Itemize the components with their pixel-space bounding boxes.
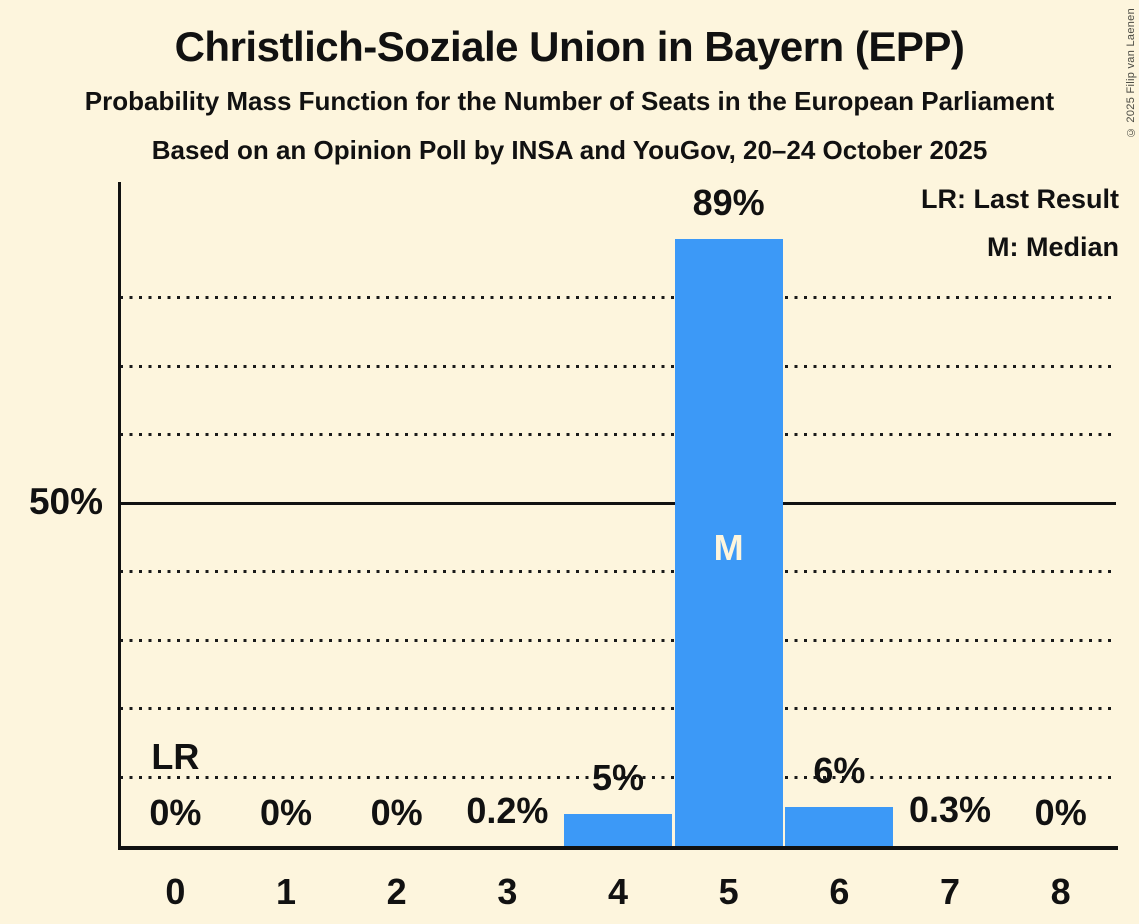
- chart-title: Christlich-Soziale Union in Bayern (EPP): [174, 23, 965, 70]
- bar-seat-6: [785, 806, 894, 848]
- x-tick-label-5: 5: [718, 871, 739, 912]
- gridline-80pct: [120, 296, 1116, 300]
- bar-value-label-seat-0: 0%: [149, 791, 202, 833]
- bar-value-label-seat-5: 89%: [692, 182, 765, 224]
- bar-value-label-seat-8: 0%: [1034, 791, 1087, 833]
- median-marker: M: [713, 527, 744, 568]
- bar-value-label-seat-4: 5%: [591, 757, 645, 799]
- gridline-10pct: [120, 775, 1116, 779]
- gridline-20pct: [120, 707, 1116, 711]
- legend-last-result: LR: Last Result: [920, 184, 1119, 214]
- gridline-60pct: [120, 433, 1116, 437]
- x-tick-label-3: 3: [497, 871, 518, 912]
- gridline-50pct-solid: [120, 502, 1116, 505]
- bar-value-label-seat-3: 0.2%: [466, 790, 549, 832]
- x-tick-label-0: 0: [165, 871, 186, 912]
- x-tick-label-7: 7: [940, 871, 961, 912]
- bar-value-label-seat-6: 6%: [813, 750, 866, 792]
- bar-value-label-seat-2: 0%: [370, 791, 423, 833]
- bar-value-label-seat-7: 0.3%: [908, 789, 992, 831]
- chart-poll-source: Based on an Opinion Poll by INSA and You…: [151, 135, 988, 165]
- x-tick-label-4: 4: [607, 871, 629, 912]
- gridline-30pct: [120, 638, 1116, 642]
- x-tick-label-2: 2: [386, 871, 407, 912]
- gridline-70pct: [120, 364, 1116, 368]
- x-tick-label-6: 6: [829, 871, 850, 912]
- x-axis-line: [118, 846, 1118, 850]
- x-tick-label-8: 8: [1050, 871, 1071, 912]
- bar-seat-5: [674, 238, 783, 848]
- gridline-40pct: [120, 570, 1116, 574]
- chart-subtitle: Probability Mass Function for the Number…: [84, 86, 1055, 116]
- x-tick-label-1: 1: [275, 871, 297, 912]
- last-result-marker: LR: [151, 736, 200, 777]
- y-axis-line: [118, 182, 121, 850]
- bar-value-label-seat-1: 0%: [259, 791, 313, 833]
- legend-median: M: Median: [987, 232, 1119, 262]
- y-axis-tick-label: 50%: [28, 481, 103, 522]
- bar-seat-4: [563, 813, 672, 848]
